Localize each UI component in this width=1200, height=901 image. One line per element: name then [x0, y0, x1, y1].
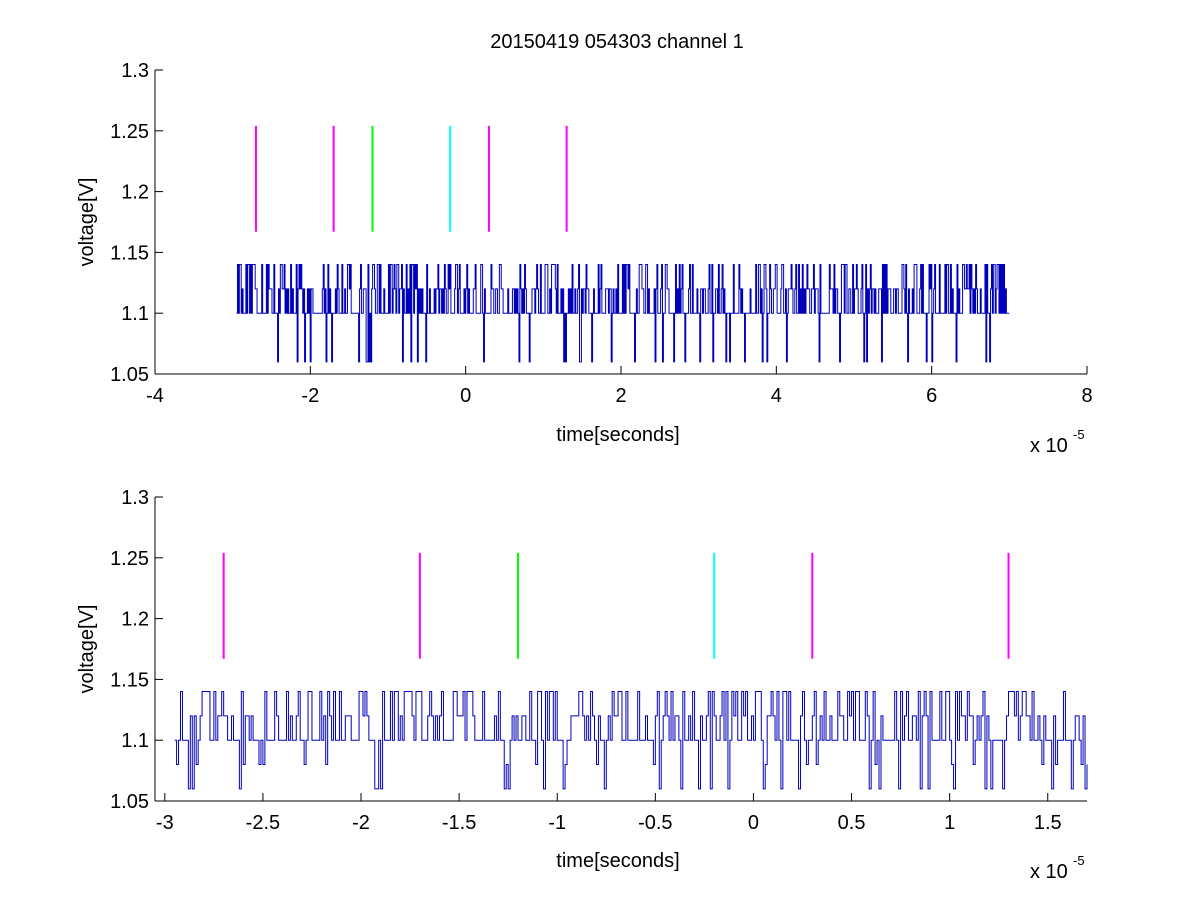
x-tick-label: -4 — [146, 385, 164, 407]
y-tick-label: 1.2 — [121, 609, 149, 631]
x-axis-label: time[seconds] — [556, 850, 679, 872]
axes-top: -4 -2 0 2 4 6 8 1.05 1.1 1.15 1.2 1.25 1.3 time[sec… — [76, 60, 1093, 457]
x-tick-label: 2 — [615, 385, 626, 407]
event-markers — [222, 552, 1010, 659]
signal-trace — [236, 264, 1010, 363]
x-axis-label: time[seconds] — [556, 424, 679, 446]
x-ticks: -3 -2.5 -2 -1.5 -1 -0.5 0 0.5 1 1.5 — [156, 793, 1062, 834]
x-exponent-base: x 10 — [1030, 861, 1068, 883]
x-tick-label: 6 — [926, 385, 937, 407]
x-tick-label: -1 — [548, 812, 566, 834]
event-markers — [254, 125, 568, 232]
x-exponent-power: -5 — [1073, 853, 1085, 868]
axes-bottom: -3 -2.5 -2 -1.5 -1 -0.5 0 0.5 1 1.5 1.051.11.151.… — [76, 487, 1088, 883]
x-tick-label: 1.5 — [1034, 812, 1062, 834]
voltage-line — [174, 691, 1088, 790]
x-tick-label: -2.5 — [246, 812, 280, 834]
voltage-line — [236, 264, 1010, 363]
x-tick-label: -2 — [352, 812, 370, 834]
y-axis-label: voltage[V] — [76, 178, 98, 267]
y-tick-label: 1.1 — [121, 730, 149, 752]
y-tick-label: 1.25 — [110, 121, 149, 143]
x-tick-label: 0 — [460, 385, 471, 407]
x-exponent-base: x 10 — [1030, 435, 1068, 457]
y-axis-label: voltage[V] — [76, 605, 98, 694]
y-tick-label: 1.15 — [110, 242, 149, 264]
x-tick-label: 4 — [771, 385, 782, 407]
y-tick-label: 1.15 — [110, 669, 149, 691]
y-tick-label: 1.3 — [121, 60, 149, 82]
x-ticks: -4 -2 0 2 4 6 8 — [146, 366, 1093, 407]
x-tick-label: -1.5 — [442, 812, 476, 834]
x-tick-label: -3 — [156, 812, 174, 834]
y-tick-label: 1.1 — [121, 303, 149, 325]
y-ticks: 1.05 1.1 1.15 1.2 1.25 1.3 — [110, 487, 163, 813]
y-ticks: 1.05 1.1 1.15 1.2 1.25 1.3 — [110, 60, 163, 386]
x-tick-label: 1 — [944, 812, 955, 834]
x-tick-label: 8 — [1081, 385, 1092, 407]
x-tick-label: -2 — [301, 385, 319, 407]
figure-title: 20150419 054303 channel 1 — [490, 31, 744, 53]
y-tick-label: 1.05 — [110, 364, 149, 386]
x-tick-label: -0.5 — [638, 812, 672, 834]
x-tick-label: 0.5 — [838, 812, 866, 834]
y-tick-label: 1.05 — [110, 791, 149, 813]
y-tick-label: 1.2 — [121, 182, 149, 204]
x-tick-label: 0 — [748, 812, 759, 834]
y-tick-label: 1.25 — [110, 548, 149, 570]
y-tick-label: 1.3 — [121, 487, 149, 509]
x-exponent-power: -5 — [1073, 427, 1085, 442]
signal-trace — [174, 691, 1088, 790]
